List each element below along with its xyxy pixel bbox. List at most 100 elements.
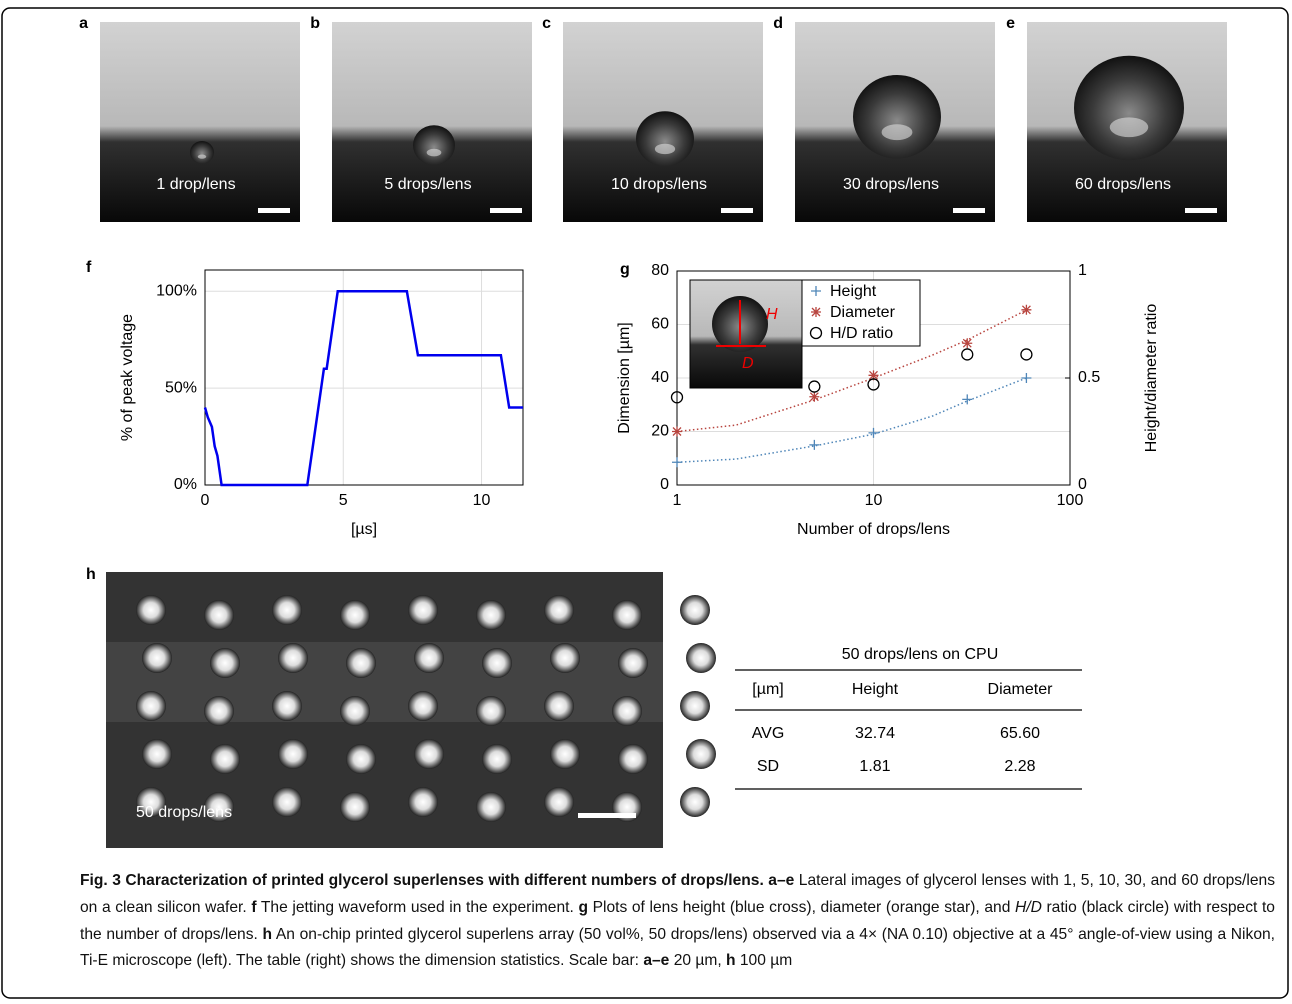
table-header: [µm]	[752, 681, 783, 698]
marker	[962, 338, 973, 349]
marker	[1021, 373, 1032, 383]
table-title: 50 drops/lens on CPU	[842, 646, 999, 663]
plot-frame	[676, 270, 1071, 486]
lens	[278, 643, 308, 673]
lens	[210, 744, 240, 774]
table-cell: 1.81	[859, 758, 890, 775]
panel-label: h	[86, 566, 96, 583]
legend-label: Height	[830, 283, 877, 300]
table-header: Diameter	[988, 681, 1054, 698]
scale-bar	[721, 208, 753, 213]
highlight	[1109, 117, 1149, 138]
table-cell: 65.60	[1000, 725, 1040, 742]
lens	[340, 792, 370, 822]
lens	[544, 691, 574, 721]
x-tick-label: 5	[339, 492, 348, 509]
lens	[340, 600, 370, 630]
panel-label: d	[773, 15, 783, 32]
lens	[686, 739, 716, 769]
caption-run: 100 µm	[735, 952, 793, 970]
y2-tick-label: 0.5	[1078, 369, 1100, 386]
legend-label: H/D ratio	[830, 325, 893, 342]
lens	[544, 595, 574, 625]
caption-run: g	[578, 898, 588, 916]
lens	[476, 696, 506, 726]
caption-run: 20 µm,	[669, 952, 727, 970]
lens	[204, 696, 234, 726]
legend-marker	[811, 307, 821, 317]
marker	[868, 370, 879, 381]
scale-bar	[1185, 208, 1217, 213]
legend-label: Diameter	[830, 304, 896, 321]
image-caption: 10 drops/lens	[611, 176, 707, 193]
y-axis-label: Dimension [µm]	[616, 322, 633, 433]
y-tick-label: 20	[651, 423, 669, 440]
marker	[962, 394, 973, 405]
marker	[672, 457, 682, 468]
marker	[961, 348, 974, 361]
lens	[204, 600, 234, 630]
y2-axis-label: Height/diameter ratio	[1143, 304, 1160, 453]
droplet	[636, 111, 694, 167]
image-caption: 50 drops/lens	[136, 804, 232, 821]
lens	[550, 643, 580, 673]
caption-run: H/D	[1015, 898, 1042, 916]
lens	[482, 744, 512, 774]
inset-label: D	[742, 355, 754, 372]
scale-bar	[258, 208, 290, 213]
lens	[136, 787, 166, 817]
lens	[550, 739, 580, 769]
caption-run: The jetting waveform used in the experim…	[256, 898, 579, 916]
lens	[680, 787, 710, 817]
marker	[809, 439, 820, 450]
highlight	[426, 148, 442, 157]
marker	[868, 427, 879, 438]
marker	[867, 378, 880, 391]
caption-run: ratio (black circle) with respect to the…	[80, 898, 1275, 943]
lens	[204, 792, 234, 822]
y-tick-label: 40	[651, 369, 669, 386]
droplet	[853, 75, 941, 159]
y-tick-label: 80	[651, 262, 669, 279]
marker	[1020, 348, 1033, 361]
caption-run: f	[251, 898, 257, 916]
image-caption: 1 drop/lens	[156, 176, 235, 193]
y-axis-label: % of peak voltage	[119, 314, 136, 441]
legend-marker	[809, 326, 823, 340]
highlight	[197, 154, 207, 159]
lens	[612, 600, 642, 630]
marker	[1021, 304, 1032, 315]
lens	[346, 744, 376, 774]
y-tick-label: 50%	[165, 379, 197, 396]
table-header: Height	[852, 681, 899, 698]
x-tick-label: 0	[201, 492, 210, 509]
image	[100, 22, 300, 222]
caption-run: Plots of lens height (blue cross), diame…	[587, 898, 1015, 916]
scale-bar	[490, 208, 522, 213]
lens	[408, 595, 438, 625]
highlight	[881, 124, 913, 141]
image-caption: 5 drops/lens	[384, 176, 471, 193]
panel-label: b	[310, 15, 320, 32]
caption-run: Lateral images of glycerol lenses with 1…	[80, 872, 1275, 916]
caption-run: An on-chip printed glycerol superlens ar…	[80, 925, 1276, 970]
lens	[346, 648, 376, 678]
lens	[686, 643, 716, 673]
y-tick-label: 60	[651, 316, 669, 333]
lens	[142, 643, 172, 673]
caption-run: Fig. 3 Characterization of printed glyce…	[80, 872, 795, 889]
lens	[612, 696, 642, 726]
table-cell: AVG	[752, 725, 785, 742]
image-caption: 30 drops/lens	[843, 176, 939, 193]
panel-label: g	[620, 261, 630, 278]
marker	[809, 391, 820, 402]
x-axis-label: Number of drops/lens	[797, 521, 950, 538]
lens	[618, 648, 648, 678]
caption-run: a–e	[643, 952, 670, 970]
marker	[672, 426, 682, 437]
lens	[408, 691, 438, 721]
lens	[136, 595, 166, 625]
droplet	[413, 125, 455, 166]
